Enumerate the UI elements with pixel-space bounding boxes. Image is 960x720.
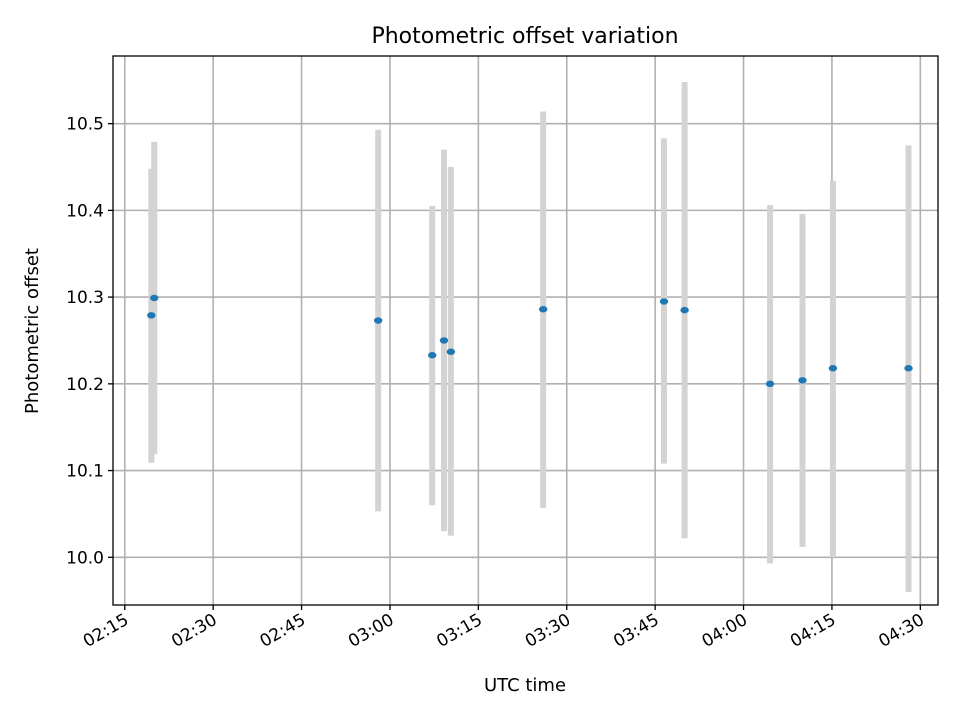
- y-tick-label: 10.0: [66, 548, 104, 568]
- x-tick-label: 03:15: [433, 610, 485, 652]
- y-tick-label: 10.2: [66, 375, 104, 395]
- data-point: [798, 377, 807, 384]
- data-point: [765, 380, 775, 388]
- x-tick-label: 02:15: [80, 610, 132, 652]
- data-point: [446, 348, 456, 355]
- grid-lines: [113, 56, 938, 605]
- y-tick-label: 10.4: [66, 201, 104, 221]
- data-point: [904, 365, 913, 372]
- data-point: [439, 337, 449, 344]
- data-point: [659, 298, 669, 305]
- y-axis-label: Photometric offset: [22, 248, 43, 414]
- y-tick-label: 10.3: [66, 288, 104, 308]
- data-point: [373, 317, 383, 324]
- x-tick-label: 03:30: [522, 610, 574, 652]
- chart-title: Photometric offset variation: [371, 24, 678, 49]
- data-point: [538, 306, 548, 313]
- y-tick-label: 10.5: [66, 115, 104, 135]
- data-point: [147, 312, 156, 319]
- x-tick-label: 02:30: [168, 610, 220, 652]
- x-axis-label: UTC time: [484, 675, 566, 696]
- y-tick-label: 10.1: [66, 462, 104, 482]
- x-tick-label: 02:45: [257, 610, 309, 652]
- plot-frame: [112, 55, 939, 606]
- x-tick-label: 04:30: [875, 610, 927, 652]
- error-bars: [148, 82, 912, 592]
- data-point: [150, 294, 159, 302]
- data-point: [680, 306, 689, 314]
- x-tick-label: 03:45: [610, 610, 662, 652]
- data-point: [427, 352, 437, 359]
- data-point: [828, 365, 838, 372]
- x-tick-label: 04:15: [787, 610, 839, 652]
- data-points: [147, 294, 913, 388]
- x-tick-label: 04:00: [699, 610, 751, 652]
- x-tick-label: 03:00: [345, 610, 397, 652]
